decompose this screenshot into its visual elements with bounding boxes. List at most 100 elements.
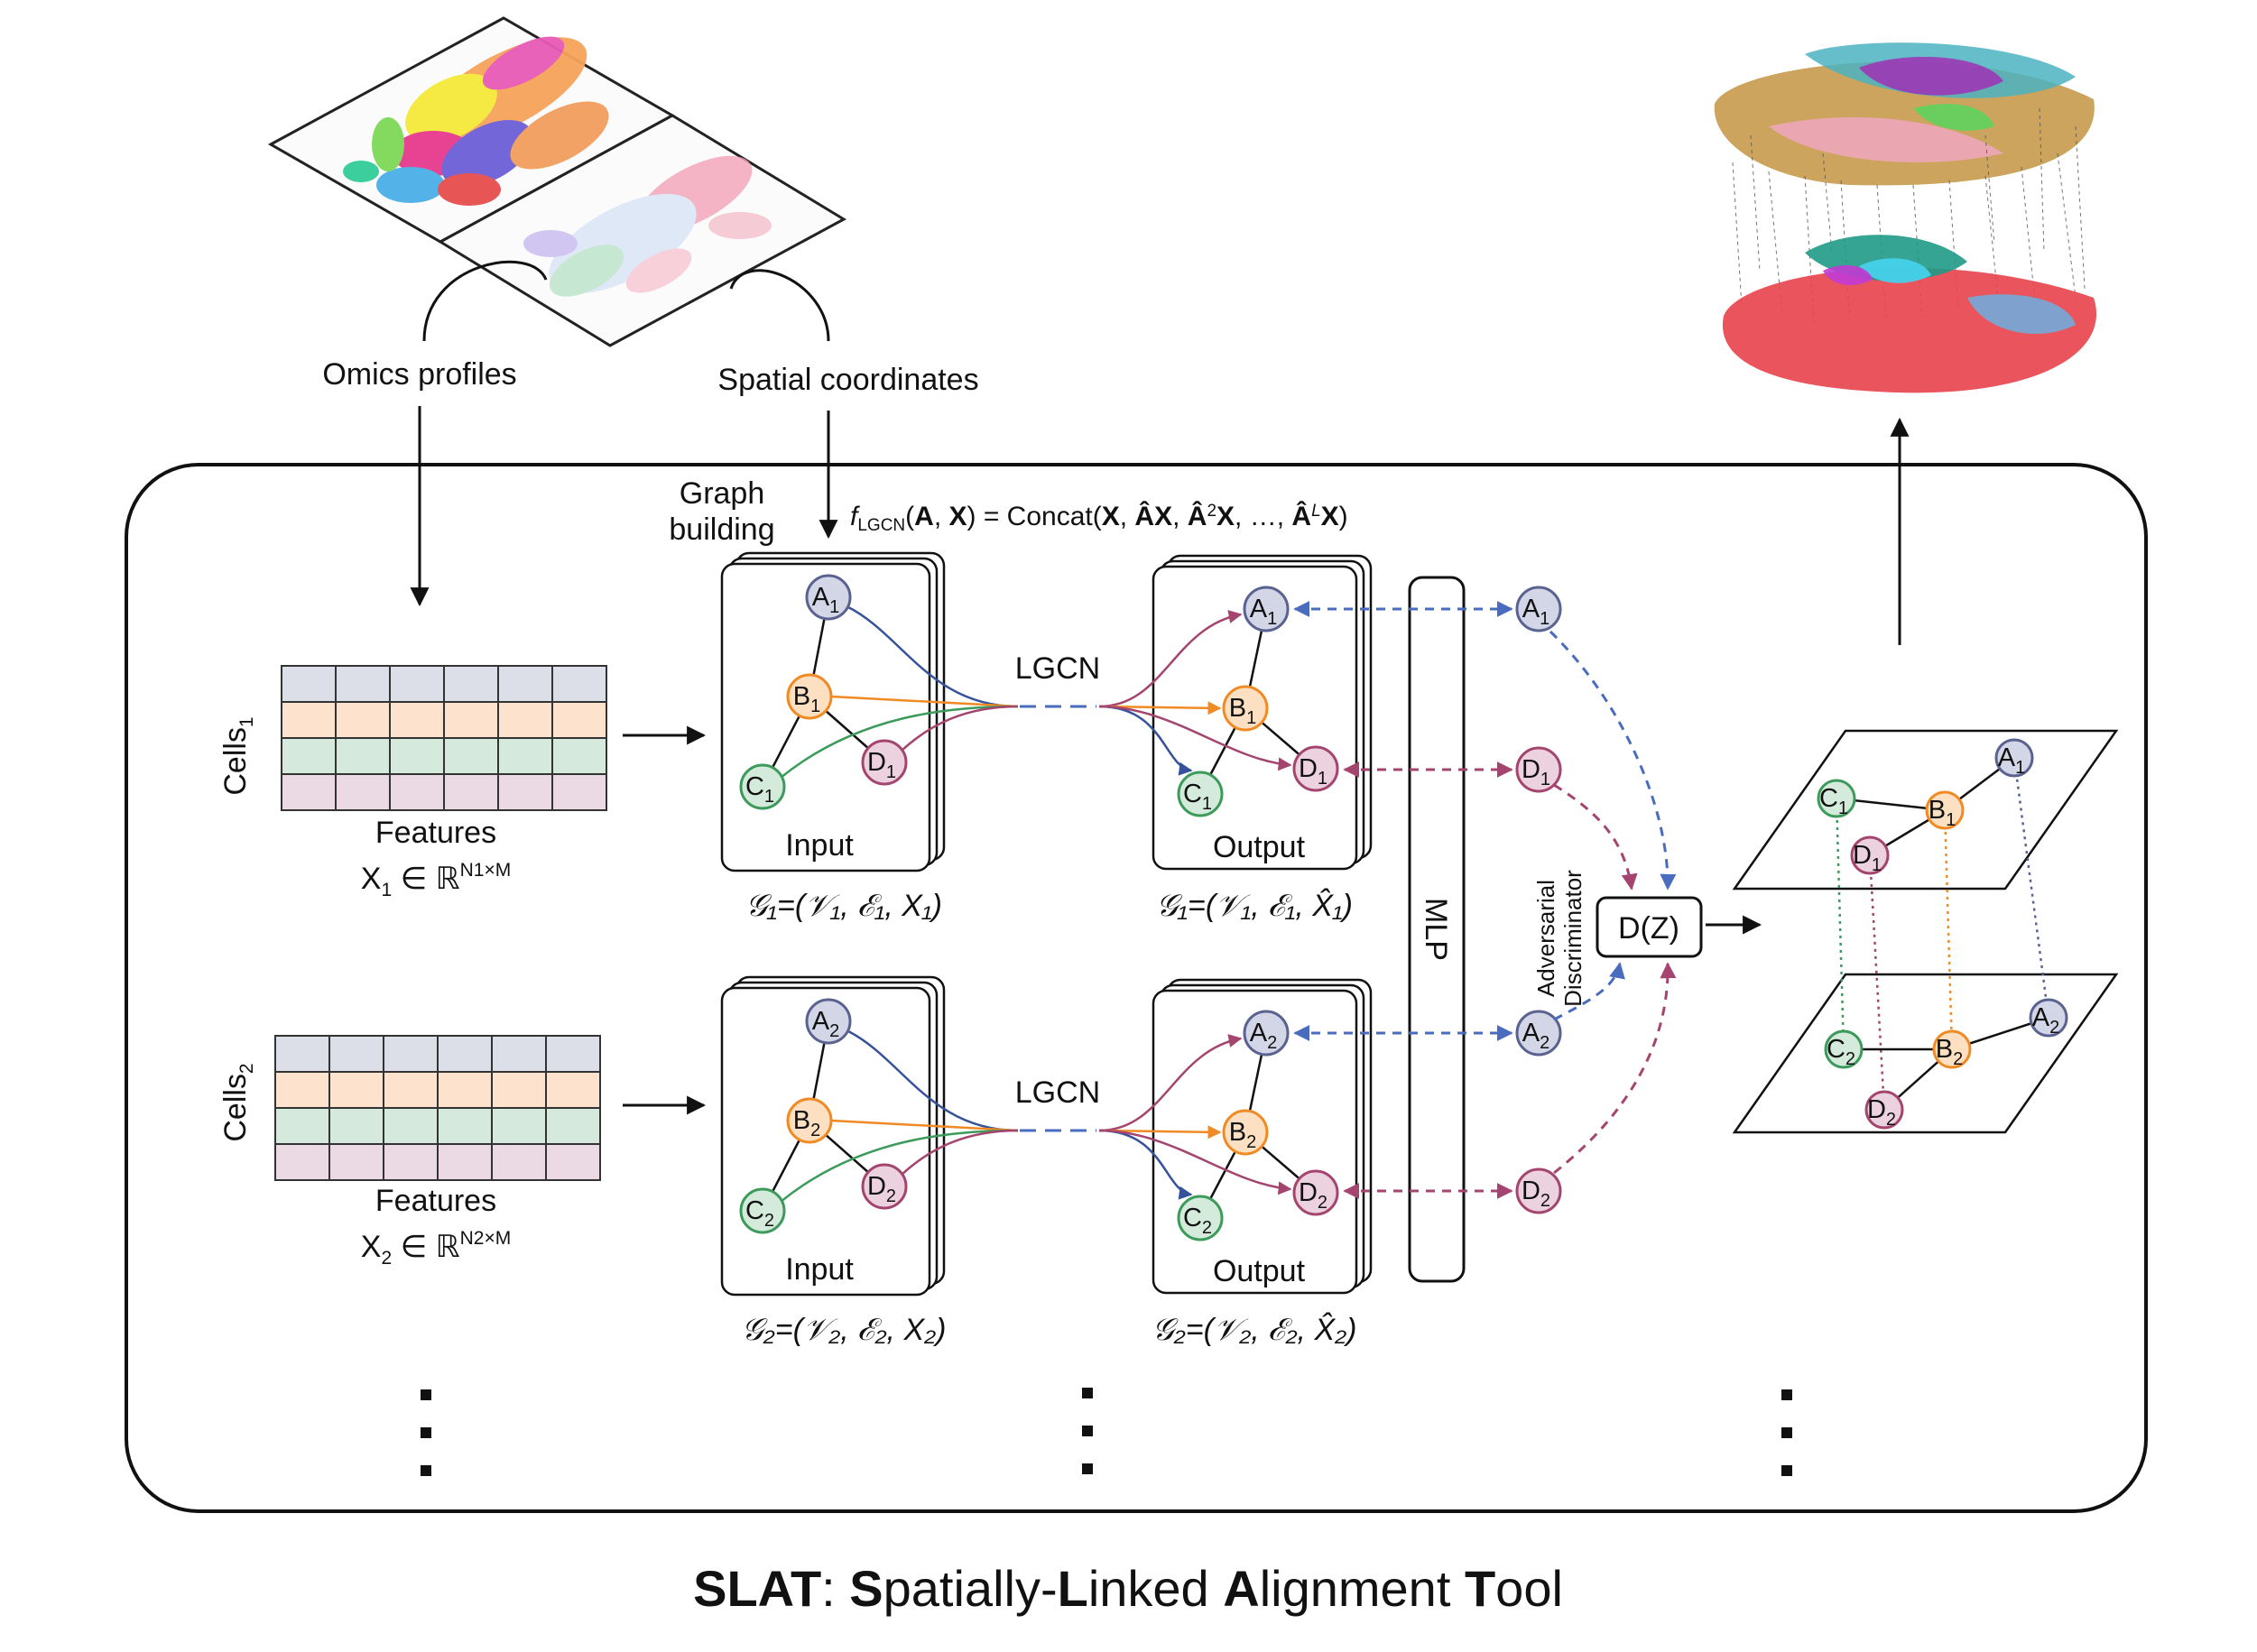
svg-text:A1: A1 [1998,743,2025,778]
plane-1 [1732,729,2119,891]
svg-text:D2: D2 [1299,1178,1327,1213]
node-d1: D1 [1292,745,1339,792]
matrix-cell [551,773,607,811]
graph-building-label-1: Graph [680,476,765,511]
svg-text:B2: B2 [793,1106,820,1140]
node-b2: B2 [786,1097,833,1144]
matrix-cell [491,1143,547,1181]
x1-dimension: X1 ∈ ℝN1×M [361,860,511,900]
svg-text:D1: D1 [1522,755,1550,789]
graph-panels: A1 B1 C1 D1 Input LGCN A1 B1 C1 D1 Output 𝒢₁=(𝒱₁, ℰ… [720,551,1373,1347]
matrix-cell [443,737,499,775]
node-d2: D2 [861,1163,908,1210]
svg-text:D2: D2 [1867,1095,1896,1130]
node-c1: C1 [739,763,786,810]
svg-text:A2: A2 [2032,1003,2059,1038]
node-d2: D2 [1292,1169,1339,1216]
node-d1: D1 [861,739,908,786]
matrix-cell [437,1143,493,1181]
svg-text:A2: A2 [812,1007,839,1041]
svg-text:D2: D2 [867,1172,896,1206]
matrix-cell [551,665,607,703]
matrix-cell [497,665,553,703]
matrix-cell [443,701,499,739]
matrix-cell [389,665,445,703]
matrix-cell [383,1071,439,1109]
matrix-cell [328,1035,384,1073]
matrix-cell [281,737,337,775]
matrix-cell [389,773,445,811]
adversarial-label: Adversarial [1532,880,1559,997]
svg-text:A1: A1 [1522,595,1549,629]
embedding-nodes: A1 D1 A2 D2 [1293,586,1677,1214]
mlp-block [1408,576,1466,1283]
matrix-cell [443,665,499,703]
node-c1: C1 [1817,779,1856,818]
svg-text:B2: B2 [1936,1035,1963,1069]
node-d1: D1 [1515,746,1562,793]
matrix-cell [274,1035,330,1073]
pipeline-frame [125,463,2148,1513]
matrix-cell [383,1143,439,1181]
graph-building-label-2: building [669,512,774,547]
node-a1: A1 [1515,586,1562,632]
svg-text:C1: C1 [1819,784,1848,818]
aligned-3d-tissue [1714,42,2097,393]
svg-text:C1: C1 [1183,780,1212,814]
slice-2-dots [523,155,772,297]
matrix-cell [545,1143,601,1181]
matrix-cell [497,773,553,811]
output-graph-caption-1: 𝒢₁=(𝒱₁, ℰ₁, X̂₁) [1156,888,1353,923]
matrix-cell [497,737,553,775]
matrix-cell [443,773,499,811]
discriminator-label: D(Z) [1618,911,1679,946]
matrix-cell [383,1035,439,1073]
matrix-cell [437,1035,493,1073]
matrix-cell [335,701,391,739]
svg-text:C2: C2 [1183,1204,1212,1238]
matrix-cell [274,1071,330,1109]
svg-text:B2: B2 [1229,1118,1256,1152]
lgcn-label-2: LGCN [1015,1075,1100,1110]
node-c2: C2 [1177,1195,1224,1241]
node-a1: A1 [805,574,852,621]
node-a1: A1 [1243,586,1290,632]
node-a2: A2 [2029,998,2068,1038]
input-label-2: Input [785,1252,854,1287]
matrix-cell [389,701,445,739]
matrix-cell [389,737,445,775]
matrix-cell [335,737,391,775]
ellipsis-group [421,1388,1792,1476]
matrix-cell [274,1143,330,1181]
cells-1-label: Cells1 [218,716,257,795]
node-d2: D2 [1864,1090,1904,1130]
matrix-cell [328,1071,384,1109]
matrix-cell [383,1107,439,1145]
features-2-label: Features [375,1184,496,1218]
svg-text:D1: D1 [1299,754,1327,789]
svg-text:D2: D2 [1522,1177,1550,1211]
svg-text:B1: B1 [793,682,820,716]
matrix-cell [335,665,391,703]
svg-text:A1: A1 [812,583,839,617]
ellipsis-dots [421,1389,431,1476]
node-a2: A2 [805,998,852,1045]
features-1-label: Features [375,816,496,850]
matrix-cell [335,773,391,811]
matrix-cell [545,1071,601,1109]
node-a1: A1 [1994,738,2034,778]
svg-text:A2: A2 [1522,1019,1549,1053]
matrix-cell [551,701,607,739]
svg-text:B1: B1 [1229,694,1256,728]
input-graph-caption-1: 𝒢₁=(𝒱₁, ℰ₁, X₁) [745,889,942,923]
svg-text:D1: D1 [1853,841,1882,875]
matrix-cell [545,1107,601,1145]
output-graph-caption-2: 𝒢₂=(𝒱₂, ℰ₂, X̂₂) [1152,1312,1357,1347]
input-tissue-slices [267,16,847,347]
node-b1: B1 [786,673,833,720]
graph-row-1: A1 B1 C1 D1 Input LGCN A1 B1 C1 D1 Output 𝒢₁=(𝒱₁, ℰ… [720,551,1373,923]
svg-text:C2: C2 [745,1196,774,1231]
matrix-cell [281,701,337,739]
matrix-cell [551,737,607,775]
